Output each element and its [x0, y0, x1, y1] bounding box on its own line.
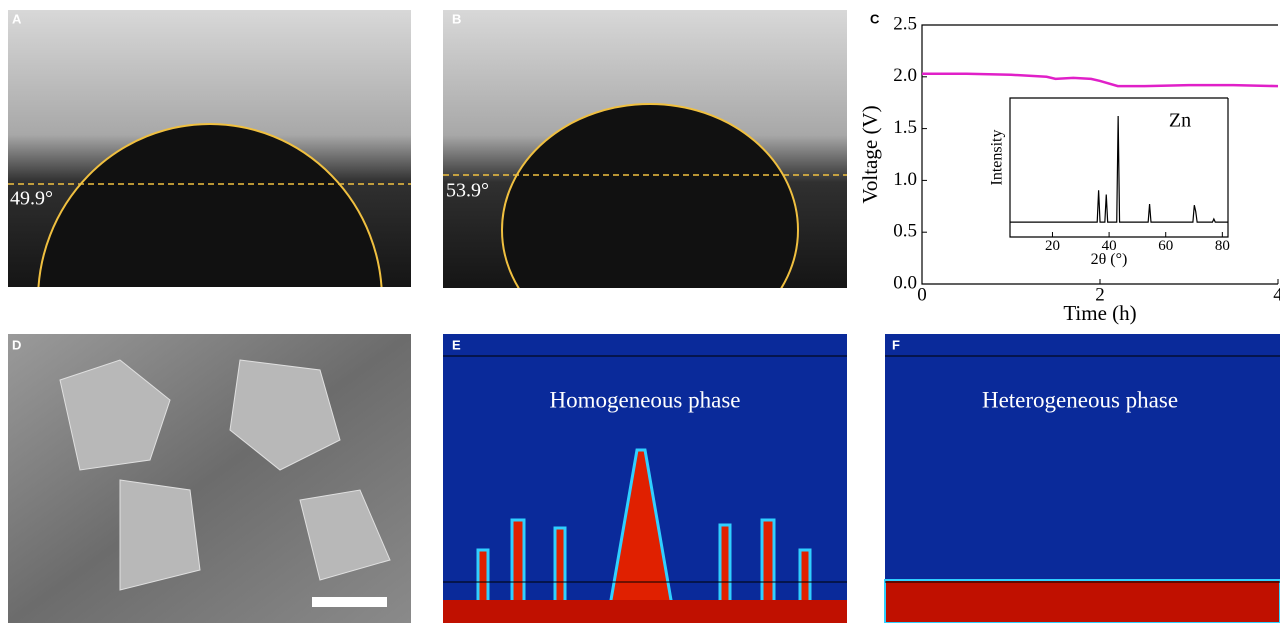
y-axis-label: Voltage (V) [858, 105, 882, 203]
annotation: Zn [1169, 110, 1191, 132]
x-axis-label: 2θ (°) [1091, 251, 1128, 268]
caption: Homogeneous phase [550, 387, 741, 412]
x-axis-label: Time (h) [1063, 301, 1136, 325]
y-tick-label: 2.0 [893, 65, 917, 86]
figure: 49.9° A 53.9° B C D Homogeneous phase E [0, 0, 1280, 623]
x-tick-label: 20 [1045, 238, 1060, 254]
panel-e: Homogeneous phase E [443, 334, 847, 623]
substrate [443, 600, 847, 623]
y-axis-label: Intensity [989, 130, 1006, 186]
panel-label: F [892, 337, 900, 352]
data-line [922, 74, 1278, 86]
page: 49.9° A 53.9° B C D Homogeneous phase E [0, 0, 1280, 623]
y-tick-label: 1.5 [893, 117, 917, 138]
deposit [885, 580, 1280, 623]
panel-f: Heterogeneous phase F [885, 334, 1280, 623]
panel-b: 53.9° B [443, 10, 847, 356]
panel-label: E [452, 337, 461, 352]
x-tick-label: 60 [1158, 238, 1173, 254]
scale-bar [312, 597, 387, 607]
panel-d: D [8, 334, 411, 623]
panel-label: B [452, 11, 461, 26]
panel-label: D [12, 337, 21, 352]
y-tick-label: 0.5 [893, 221, 917, 242]
y-tick-label: 0.0 [893, 272, 917, 293]
panel-label: A [12, 11, 22, 26]
x-tick-label: 80 [1215, 238, 1230, 254]
contact-angle: 53.9° [446, 180, 489, 202]
contact-angle: 49.9° [10, 188, 53, 210]
y-tick-label: 1.0 [893, 169, 917, 190]
caption: Heterogeneous phase [982, 387, 1178, 412]
panel-label: C [870, 11, 880, 26]
droplet [502, 104, 798, 356]
x-tick-label: 0 [917, 285, 927, 306]
x-tick-label: 4 [1273, 285, 1280, 306]
y-tick-label: 2.5 [893, 13, 917, 34]
